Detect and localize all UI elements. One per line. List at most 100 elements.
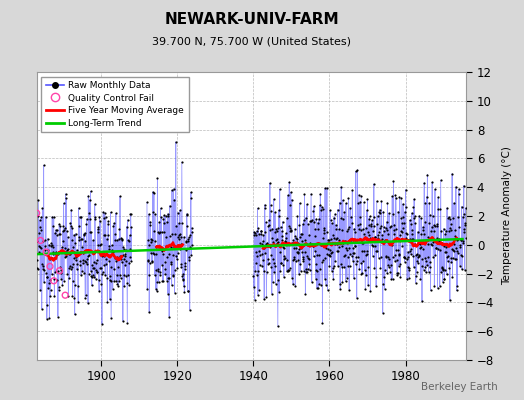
Point	[328, 268, 336, 274]
Point	[335, 236, 343, 243]
Point	[170, 196, 178, 203]
Point	[180, 234, 188, 240]
Point	[56, 264, 64, 270]
Point	[416, 241, 424, 248]
Point	[93, 269, 102, 275]
Point	[179, 270, 188, 277]
Point	[347, 238, 355, 245]
Point	[424, 234, 432, 241]
Point	[304, 260, 313, 267]
Point	[450, 248, 458, 254]
Point	[459, 240, 467, 246]
Point	[52, 249, 60, 255]
Point	[336, 215, 345, 222]
Point	[380, 286, 389, 292]
Point	[345, 262, 354, 269]
Point	[175, 236, 183, 243]
Point	[456, 244, 465, 250]
Point	[416, 245, 424, 252]
Point	[112, 210, 120, 216]
Point	[287, 227, 296, 234]
Point	[420, 230, 428, 237]
Point	[379, 281, 387, 288]
Point	[302, 269, 311, 276]
Point	[298, 254, 307, 260]
Point	[327, 250, 335, 256]
Point	[35, 230, 43, 236]
Point	[74, 222, 83, 229]
Point	[323, 251, 332, 257]
Point	[152, 244, 161, 250]
Point	[249, 272, 258, 279]
Point	[165, 313, 173, 320]
Point	[290, 256, 298, 262]
Point	[341, 238, 350, 244]
Point	[330, 235, 338, 242]
Point	[325, 252, 333, 258]
Point	[59, 238, 67, 245]
Point	[79, 257, 87, 263]
Point	[366, 235, 374, 242]
Point	[82, 259, 90, 266]
Point	[434, 246, 443, 252]
Point	[180, 266, 189, 272]
Point	[428, 242, 436, 248]
Point	[289, 237, 298, 243]
Point	[432, 245, 441, 251]
Point	[97, 264, 105, 271]
Point	[396, 232, 405, 238]
Point	[370, 242, 379, 249]
Point	[75, 234, 84, 241]
Point	[65, 251, 73, 257]
Point	[301, 215, 310, 221]
Point	[105, 242, 113, 249]
Point	[68, 264, 76, 271]
Point	[147, 239, 156, 246]
Point	[360, 199, 368, 206]
Point	[343, 274, 351, 281]
Point	[37, 226, 46, 233]
Point	[446, 227, 455, 234]
Point	[328, 220, 336, 226]
Point	[157, 214, 166, 221]
Point	[183, 210, 191, 217]
Point	[380, 228, 388, 234]
Point	[34, 197, 42, 204]
Point	[448, 274, 456, 280]
Point	[414, 253, 423, 259]
Point	[258, 251, 266, 258]
Point	[342, 278, 350, 285]
Point	[422, 258, 431, 264]
Point	[110, 220, 118, 226]
Point	[337, 261, 345, 267]
Point	[70, 295, 79, 301]
Point	[345, 245, 354, 251]
Point	[431, 252, 440, 258]
Point	[452, 245, 461, 251]
Point	[64, 265, 73, 272]
Point	[378, 236, 386, 242]
Point	[75, 214, 84, 220]
Point	[123, 224, 131, 230]
Point	[54, 284, 63, 290]
Point	[267, 252, 276, 258]
Point	[435, 283, 444, 290]
Point	[169, 186, 178, 192]
Point	[386, 269, 395, 276]
Point	[88, 282, 96, 289]
Point	[268, 291, 276, 297]
Point	[148, 237, 156, 244]
Point	[146, 222, 155, 228]
Point	[107, 315, 115, 321]
Point	[375, 229, 383, 236]
Point	[394, 247, 402, 253]
Point	[188, 228, 196, 235]
Point	[77, 213, 85, 220]
Point	[307, 191, 315, 197]
Point	[384, 231, 392, 238]
Point	[111, 231, 119, 237]
Point	[404, 264, 412, 270]
Point	[296, 234, 304, 240]
Point	[380, 274, 388, 280]
Point	[274, 225, 282, 232]
